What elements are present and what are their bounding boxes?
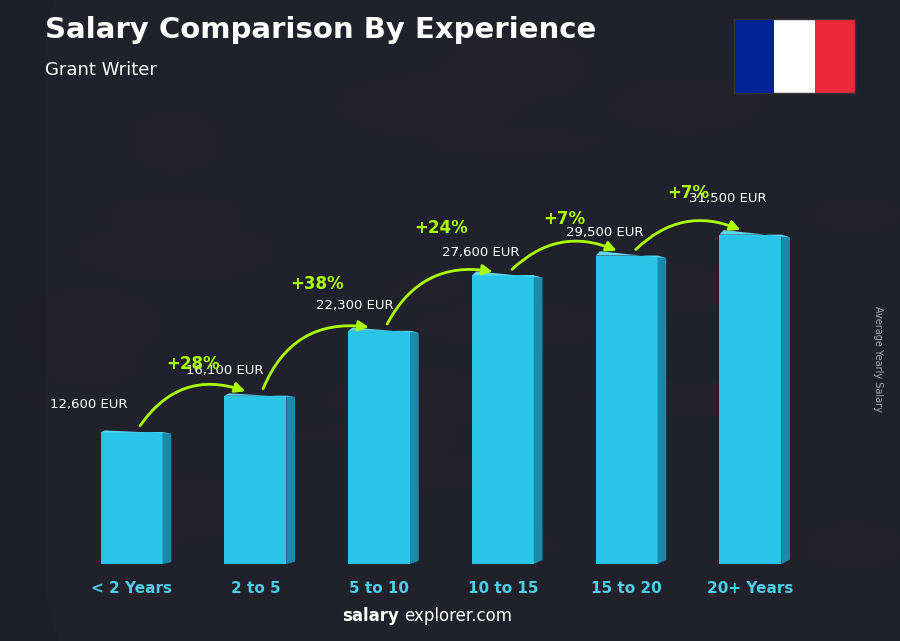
Text: +24%: +24% bbox=[414, 219, 468, 237]
Bar bbox=[101, 432, 163, 564]
Polygon shape bbox=[163, 432, 171, 564]
Text: 27,600 EUR: 27,600 EUR bbox=[442, 246, 519, 259]
Text: +38%: +38% bbox=[291, 275, 344, 293]
Polygon shape bbox=[719, 230, 790, 237]
Text: +28%: +28% bbox=[166, 355, 220, 373]
FancyBboxPatch shape bbox=[45, 0, 900, 641]
Text: +7%: +7% bbox=[544, 210, 586, 228]
Bar bbox=[596, 256, 658, 564]
Text: 29,500 EUR: 29,500 EUR bbox=[565, 226, 644, 239]
Polygon shape bbox=[101, 431, 171, 433]
Bar bbox=[774, 19, 814, 93]
Polygon shape bbox=[348, 328, 418, 333]
Bar bbox=[719, 235, 781, 564]
Text: 22,300 EUR: 22,300 EUR bbox=[316, 299, 393, 312]
Text: Grant Writer: Grant Writer bbox=[45, 61, 157, 79]
Text: 31,500 EUR: 31,500 EUR bbox=[689, 192, 767, 205]
Text: +7%: +7% bbox=[668, 184, 709, 202]
Text: salary: salary bbox=[342, 607, 399, 625]
Bar bbox=[814, 19, 855, 93]
Bar bbox=[472, 276, 534, 564]
Polygon shape bbox=[286, 395, 295, 564]
Text: 16,100 EUR: 16,100 EUR bbox=[185, 364, 263, 377]
Polygon shape bbox=[596, 251, 666, 258]
Bar bbox=[348, 331, 410, 564]
Text: 12,600 EUR: 12,600 EUR bbox=[50, 399, 127, 412]
Polygon shape bbox=[658, 256, 666, 564]
Polygon shape bbox=[224, 394, 295, 397]
Text: explorer.com: explorer.com bbox=[404, 607, 512, 625]
Polygon shape bbox=[534, 276, 543, 564]
Text: Average Yearly Salary: Average Yearly Salary bbox=[873, 306, 884, 412]
Polygon shape bbox=[410, 331, 419, 564]
Polygon shape bbox=[781, 235, 790, 564]
Polygon shape bbox=[472, 271, 543, 278]
Bar bbox=[224, 395, 286, 564]
Bar bbox=[734, 19, 774, 93]
Text: Salary Comparison By Experience: Salary Comparison By Experience bbox=[45, 16, 596, 44]
